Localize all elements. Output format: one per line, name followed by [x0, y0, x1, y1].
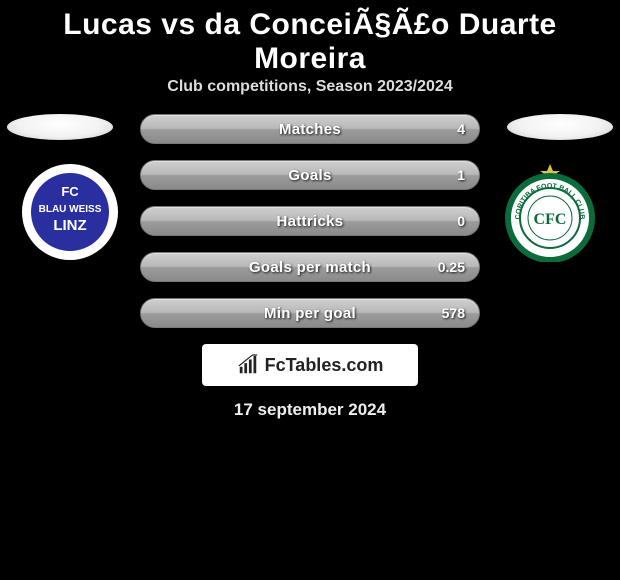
right-club-logo: CFC CORITIBA FOOT BALL CLUB — [500, 162, 600, 262]
stat-label: Min per goal — [264, 305, 356, 322]
stat-label: Hattricks — [277, 213, 344, 230]
bar-chart-icon — [237, 354, 259, 376]
right-player-oval — [507, 114, 613, 140]
stat-value-right: 1 — [457, 167, 465, 183]
brand-text: FcTables.com — [265, 355, 384, 376]
svg-text:LINZ: LINZ — [53, 217, 86, 234]
stat-value-right: 578 — [442, 305, 465, 321]
svg-text:CFC: CFC — [534, 211, 567, 228]
left-player-oval — [7, 114, 113, 140]
svg-text:BLAU WEISS: BLAU WEISS — [39, 204, 102, 215]
stat-row-matches: Matches 4 — [140, 114, 480, 144]
page-title: Lucas vs da ConceiÃ§Ã£o Duarte Moreira — [0, 0, 620, 78]
stat-row-min-per-goal: Min per goal 578 — [140, 298, 480, 328]
stat-label: Goals per match — [249, 259, 371, 276]
coritiba-cfc-icon: CFC CORITIBA FOOT BALL CLUB — [500, 162, 600, 262]
comparison-content: FC BLAU WEISS LINZ CFC CORITIBA FOOT BAL… — [0, 114, 620, 420]
stat-value-right: 4 — [457, 121, 465, 137]
stat-value-right: 0.25 — [438, 259, 465, 275]
stat-row-goals: Goals 1 — [140, 160, 480, 190]
date-line: 17 september 2024 — [0, 400, 620, 420]
stats-list: Matches 4 Goals 1 Hattricks 0 Goals per … — [140, 114, 480, 328]
stat-value-right: 0 — [457, 213, 465, 229]
brand-box[interactable]: FcTables.com — [202, 344, 418, 386]
stat-label: Goals — [288, 167, 331, 184]
stat-row-goals-per-match: Goals per match 0.25 — [140, 252, 480, 282]
subtitle: Club competitions, Season 2023/2024 — [0, 78, 620, 114]
stat-label: Matches — [279, 121, 341, 138]
svg-text:FC: FC — [61, 184, 79, 199]
stat-row-hattricks: Hattricks 0 — [140, 206, 480, 236]
left-club-logo: FC BLAU WEISS LINZ — [20, 162, 120, 262]
fc-blau-weiss-linz-icon: FC BLAU WEISS LINZ — [20, 162, 120, 262]
